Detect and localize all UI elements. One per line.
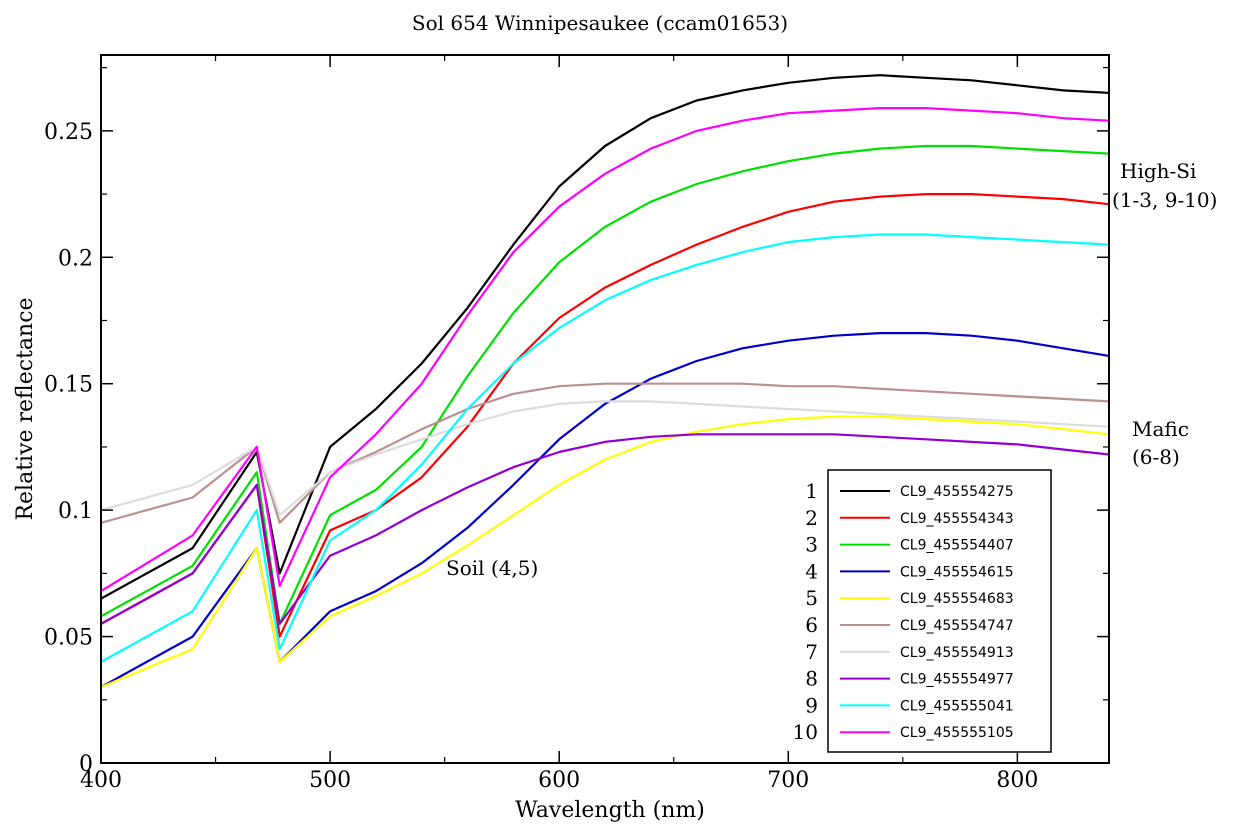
legend: 1 CL9_455554275 2 CL9_455554343 3 CL9_4555544…: [793, 469, 1052, 753]
legend-number: 5: [805, 586, 818, 610]
x-tick-label: 700: [767, 768, 809, 793]
legend-label: CL9_455554747: [900, 618, 1014, 634]
x-axis-label: Wavelength (nm): [515, 798, 705, 823]
legend-number: 1: [805, 479, 818, 503]
legend-label: CL9_455555041: [900, 698, 1014, 714]
series-line-8: [100, 433, 1110, 626]
legend-number: 7: [805, 640, 818, 664]
legend-number: 9: [805, 693, 818, 717]
legend-label: CL9_455554275: [900, 484, 1014, 500]
series-line-1: [100, 74, 1110, 600]
chart-title: Sol 654 Winnipesaukee (ccam01653): [412, 11, 788, 35]
series-line-3: [100, 144, 1110, 626]
x-tick-label: 800: [996, 768, 1038, 793]
legend-label: CL9_455554977: [900, 672, 1014, 688]
legend-number: 4: [805, 559, 818, 583]
annotation-mafic: Mafic: [1132, 417, 1189, 441]
series-line-6: [100, 382, 1110, 524]
y-tick-label: 0.15: [44, 373, 93, 398]
legend-label: CL9_455554913: [900, 645, 1014, 661]
plot-frame: [100, 54, 1110, 764]
series-line-9: [100, 233, 1110, 663]
series-line-7: [100, 400, 1110, 517]
series-layer: [100, 74, 1110, 689]
y-tick-label: 0.25: [44, 120, 93, 145]
y-tick-label: 0.1: [58, 499, 93, 524]
series-line-2: [100, 193, 1110, 638]
legend-number: 6: [805, 613, 818, 637]
legend-label: CL9_455554615: [900, 564, 1014, 580]
legend-number: 10: [793, 720, 818, 744]
legend-number: 3: [805, 533, 818, 557]
legend-label: CL9_455554407: [900, 538, 1014, 554]
legend-number: 2: [805, 506, 818, 530]
x-tick-label: 400: [80, 768, 122, 793]
x-tick-label: 600: [538, 768, 580, 793]
legend-label: CL9_455554343: [900, 511, 1014, 527]
x-tick-label: 500: [309, 768, 351, 793]
ticks-layer: 400 500 600 700 800 0 0.05 0.1 0.15 0.2 0.25: [44, 55, 1109, 793]
series-line-5: [100, 415, 1110, 689]
legend-label: CL9_455555105: [900, 725, 1014, 741]
y-tick-label: 0.05: [44, 626, 93, 651]
y-axis-label: Relative reflectance: [13, 297, 38, 520]
y-tick-label: 0.2: [58, 246, 93, 271]
annotation-mafic-range: (6-8): [1132, 445, 1180, 469]
series-line-4: [100, 332, 1110, 689]
annotation-high-si-range: (1-3, 9-10): [1112, 188, 1217, 212]
annotation-soil: Soil (4,5): [446, 556, 538, 580]
legend-label: CL9_455554683: [900, 591, 1014, 607]
y-tick-label: 0: [79, 752, 93, 777]
annotation-high-si: High-Si: [1120, 159, 1196, 183]
legend-number: 8: [805, 667, 818, 691]
series-line-10: [100, 106, 1110, 593]
